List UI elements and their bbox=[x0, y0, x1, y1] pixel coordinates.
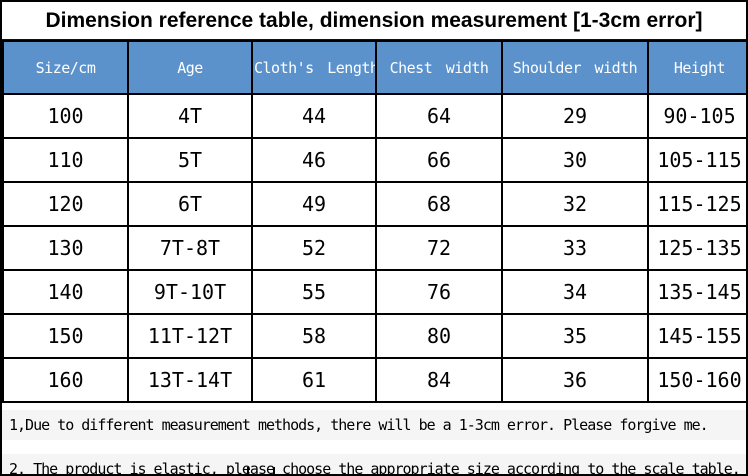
note-text: 2. The product is elastic, please choose… bbox=[2, 454, 746, 474]
table-cell: 145-155 bbox=[647, 313, 746, 359]
table-cell: 29 bbox=[501, 93, 649, 139]
footer-notes: 1,Due to different measurement methods, … bbox=[2, 403, 746, 474]
table-cell: 64 bbox=[375, 93, 503, 139]
table-cell: 72 bbox=[375, 225, 503, 271]
note-line: 1,Due to different measurement methods, … bbox=[2, 403, 746, 447]
table-cell: 80 bbox=[375, 313, 503, 359]
table-cell: 52 bbox=[251, 225, 377, 271]
table-row: 160 13T-14T 61 84 36 150-160 bbox=[2, 357, 746, 403]
table-cell: 49 bbox=[251, 181, 377, 227]
size-chart-table: Size/cm Age Cloth's Length Chest width S… bbox=[2, 40, 746, 403]
cropped-row-divider bbox=[273, 467, 275, 474]
table-cell: 105-115 bbox=[647, 137, 746, 183]
table-row: 120 6T 49 68 32 115-125 bbox=[2, 181, 746, 227]
table-cell: 13T-14T bbox=[127, 357, 253, 403]
column-header-shoulder: Shoulder width bbox=[501, 40, 649, 95]
table-cell: 11T-12T bbox=[127, 313, 253, 359]
table-cell: 68 bbox=[375, 181, 503, 227]
table-cell: 76 bbox=[375, 269, 503, 315]
column-header-height: Height bbox=[647, 40, 746, 95]
table-cell: 100 bbox=[2, 93, 129, 139]
column-header-age: Age bbox=[127, 40, 253, 95]
table-cell: 150 bbox=[2, 313, 129, 359]
table-row: 100 4T 44 64 29 90-105 bbox=[2, 93, 746, 139]
note-text: 1,Due to different measurement methods, … bbox=[2, 410, 746, 440]
table-cell: 36 bbox=[501, 357, 649, 403]
table-cell: 120 bbox=[2, 181, 129, 227]
table-header-row: Size/cm Age Cloth's Length Chest width S… bbox=[2, 40, 746, 95]
page-title: Dimension reference table, dimension mea… bbox=[2, 2, 746, 40]
table-cell: 6T bbox=[127, 181, 253, 227]
table-cell: 140 bbox=[2, 269, 129, 315]
table-cell: 34 bbox=[501, 269, 649, 315]
table-cell: 160 bbox=[2, 357, 129, 403]
table-cell: 5T bbox=[127, 137, 253, 183]
column-header-size: Size/cm bbox=[2, 40, 129, 95]
table-cell: 110 bbox=[2, 137, 129, 183]
table-cell: 4T bbox=[127, 93, 253, 139]
table-cell: 30 bbox=[501, 137, 649, 183]
table-cell: 66 bbox=[375, 137, 503, 183]
table-cell: 84 bbox=[375, 357, 503, 403]
table-cell: 46 bbox=[251, 137, 377, 183]
table-row: 140 9T-10T 55 76 34 135-145 bbox=[2, 269, 746, 315]
table-row: 110 5T 46 66 30 105-115 bbox=[2, 137, 746, 183]
table-cell: 7T-8T bbox=[127, 225, 253, 271]
table-cell: 130 bbox=[2, 225, 129, 271]
table-cell: 32 bbox=[501, 181, 649, 227]
table-cell: 44 bbox=[251, 93, 377, 139]
table-cell: 135-145 bbox=[647, 269, 746, 315]
table-cell: 55 bbox=[251, 269, 377, 315]
table-cell: 115-125 bbox=[647, 181, 746, 227]
table-cell: 9T-10T bbox=[127, 269, 253, 315]
table-row: 130 7T-8T 52 72 33 125-135 bbox=[2, 225, 746, 271]
table-cell: 58 bbox=[251, 313, 377, 359]
cropped-row-divider bbox=[247, 467, 249, 474]
column-header-chest: Chest width bbox=[375, 40, 503, 95]
column-header-length: Cloth's Length bbox=[251, 40, 377, 95]
table-cell: 33 bbox=[501, 225, 649, 271]
table-cell: 125-135 bbox=[647, 225, 746, 271]
table-cell: 61 bbox=[251, 357, 377, 403]
table-cell: 150-160 bbox=[647, 357, 746, 403]
table-cell: 90-105 bbox=[647, 93, 746, 139]
table-row: 150 11T-12T 58 80 35 145-155 bbox=[2, 313, 746, 359]
table-cell: 35 bbox=[501, 313, 649, 359]
note-line: 2. The product is elastic, please choose… bbox=[2, 447, 746, 474]
